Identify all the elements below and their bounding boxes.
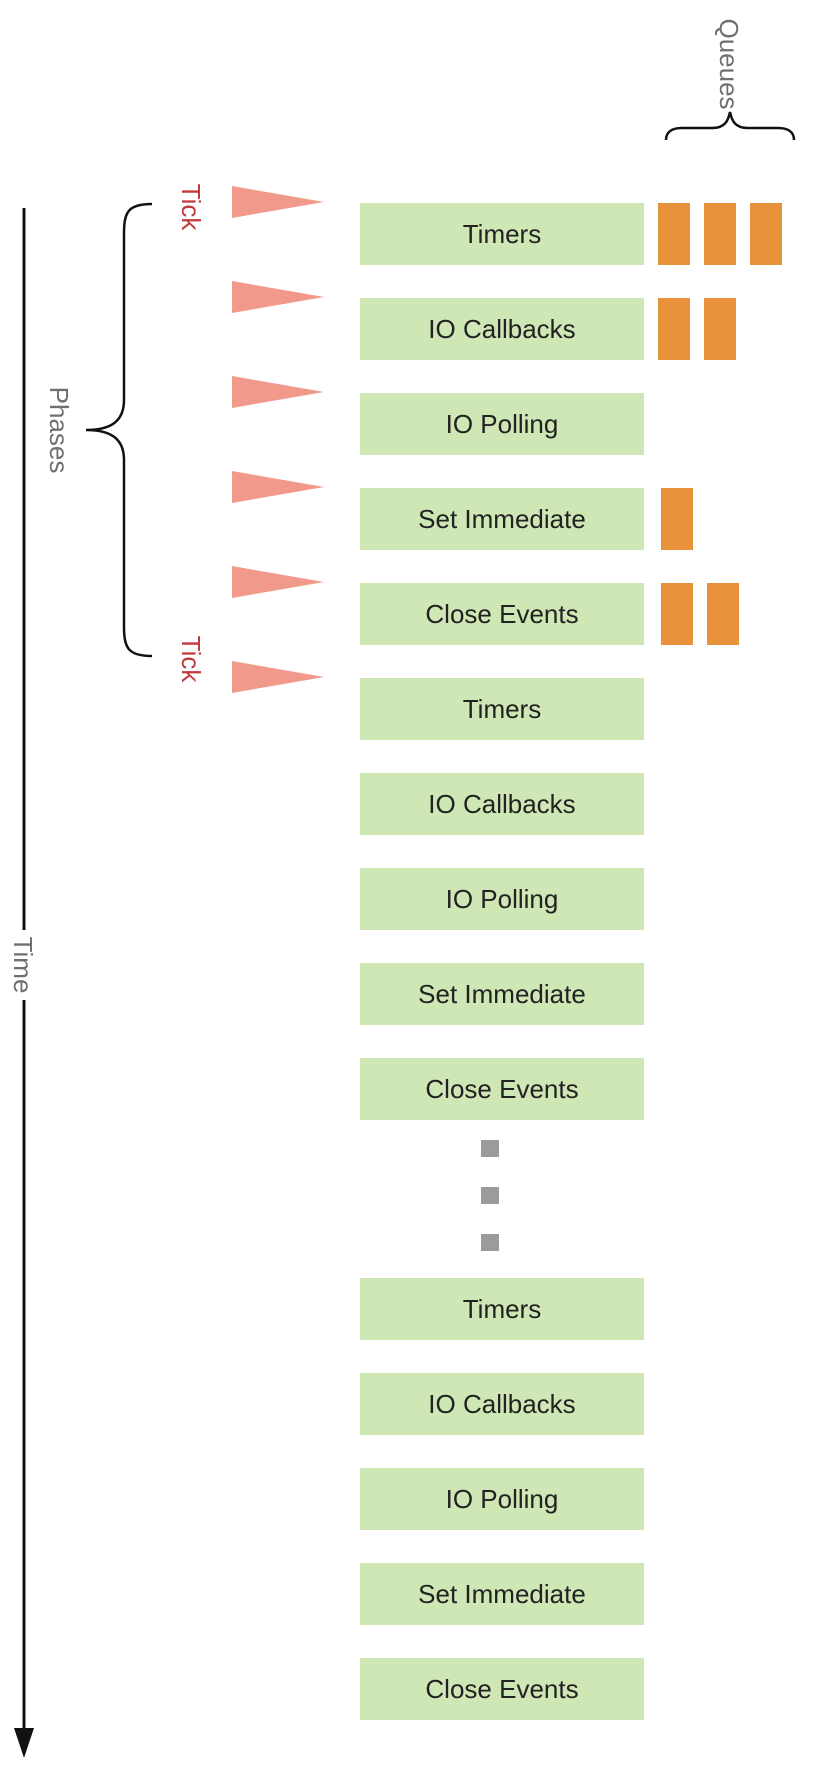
- phase-label: Set Immediate: [418, 979, 586, 1009]
- time-axis: Time: [8, 208, 40, 1758]
- tick-markers: [232, 186, 324, 693]
- phase-block: IO Polling: [360, 393, 644, 455]
- phase-label: IO Callbacks: [428, 314, 575, 344]
- phase-block: Close Events: [360, 1058, 644, 1120]
- phase-block: IO Callbacks: [360, 298, 644, 360]
- phase-block-bg: [360, 393, 644, 455]
- tick-label-end: Tick: [176, 636, 206, 684]
- time-arrow-head: [14, 1728, 34, 1758]
- phase-block-bg: [360, 1278, 644, 1340]
- phase-block: Close Events: [360, 583, 644, 645]
- phase-block: Close Events: [360, 1658, 644, 1720]
- tick-marker: [232, 186, 324, 218]
- phase-block: Set Immediate: [360, 963, 644, 1025]
- phase-label: Timers: [463, 1294, 541, 1324]
- phase-block: IO Callbacks: [360, 773, 644, 835]
- queue-item: [658, 298, 690, 360]
- phase-block: IO Callbacks: [360, 1373, 644, 1435]
- queue-item: [704, 203, 736, 265]
- tick-marker: [232, 471, 324, 503]
- phase-label: IO Polling: [446, 409, 559, 439]
- phase-block-bg: [360, 583, 644, 645]
- phase-block: Timers: [360, 203, 644, 265]
- phase-block-bg: [360, 1058, 644, 1120]
- queue-item: [658, 203, 690, 265]
- phase-label: Set Immediate: [418, 504, 586, 534]
- phase-block-bg: [360, 1563, 644, 1625]
- phase-block: Timers: [360, 1278, 644, 1340]
- phase-block: Timers: [360, 678, 644, 740]
- phase-block-bg: [360, 488, 644, 550]
- phase-block: Set Immediate: [360, 1563, 644, 1625]
- phase-label: Timers: [463, 219, 541, 249]
- queue-item: [704, 298, 736, 360]
- phase-block: IO Polling: [360, 1468, 644, 1530]
- queue-item: [707, 583, 739, 645]
- queues-brace: Queues: [664, 18, 796, 141]
- tick-label-start: Tick: [176, 184, 206, 232]
- phase-label: Timers: [463, 694, 541, 724]
- phase-label: IO Callbacks: [428, 1389, 575, 1419]
- phase-label: IO Polling: [446, 1484, 559, 1514]
- phase-block-bg: [360, 1658, 644, 1720]
- queue-item: [661, 488, 693, 550]
- phase-label: Close Events: [425, 599, 578, 629]
- phase-block-bg: [360, 678, 644, 740]
- phase-block-bg: [360, 298, 644, 360]
- queue-items: [658, 203, 782, 645]
- phase-block-bg: [360, 1373, 644, 1435]
- phase-block: Set Immediate: [360, 488, 644, 550]
- queue-item: [661, 583, 693, 645]
- ellipsis-dot: [481, 1140, 499, 1157]
- phase-label: Close Events: [425, 1074, 578, 1104]
- phase-block-bg: [360, 1468, 644, 1530]
- phase-block: IO Polling: [360, 868, 644, 930]
- phase-label: IO Polling: [446, 884, 559, 914]
- phases-label: Phases: [44, 387, 74, 474]
- tick-marker: [232, 566, 324, 598]
- tick-marker: [232, 376, 324, 408]
- queue-item: [750, 203, 782, 265]
- phase-label: Close Events: [425, 1674, 578, 1704]
- tick-marker: [232, 281, 324, 313]
- tick-marker: [232, 661, 324, 693]
- phase-blocks: Timers IO Callbacks IO Polling Set Immediat…: [360, 203, 644, 1720]
- ellipsis-dot: [481, 1234, 499, 1251]
- ellipsis-dot: [481, 1187, 499, 1204]
- phase-label: Set Immediate: [418, 1579, 586, 1609]
- phase-label: IO Callbacks: [428, 789, 575, 819]
- phase-block-bg: [360, 963, 644, 1025]
- queues-label: Queues: [714, 18, 744, 109]
- phase-block-bg: [360, 773, 644, 835]
- phase-block-bg: [360, 203, 644, 265]
- phases-brace: Phases: [44, 202, 153, 658]
- phase-block-bg: [360, 868, 644, 930]
- ellipsis-dots: [481, 1140, 499, 1251]
- time-label: Time: [8, 937, 38, 994]
